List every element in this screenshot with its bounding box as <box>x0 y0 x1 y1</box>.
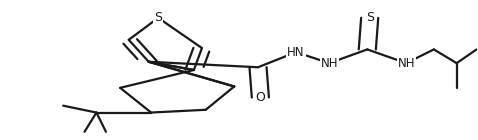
Text: NH: NH <box>398 57 415 70</box>
Text: S: S <box>366 11 374 24</box>
Text: HN: HN <box>287 46 305 59</box>
Text: O: O <box>255 91 265 104</box>
Text: NH: NH <box>321 57 338 70</box>
Text: S: S <box>154 11 162 24</box>
